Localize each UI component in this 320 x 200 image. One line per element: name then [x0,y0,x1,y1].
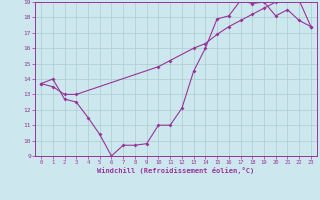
X-axis label: Windchill (Refroidissement éolien,°C): Windchill (Refroidissement éolien,°C) [97,167,255,174]
